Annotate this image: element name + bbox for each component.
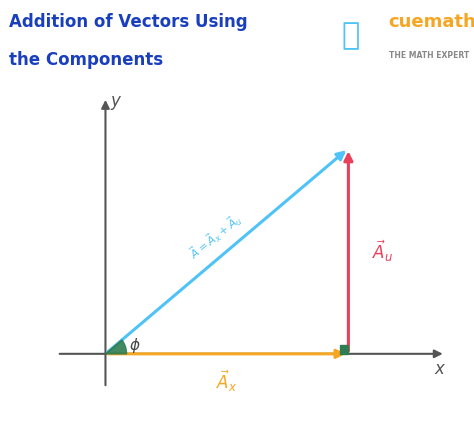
- Text: 🚀: 🚀: [341, 21, 360, 50]
- Text: $\vec{A}=\vec{A}_x+\vec{A}_u$: $\vec{A}=\vec{A}_x+\vec{A}_u$: [186, 210, 246, 263]
- Text: the Components: the Components: [9, 51, 164, 69]
- Text: ϕ: ϕ: [129, 338, 140, 353]
- Wedge shape: [105, 340, 127, 354]
- Text: cuemath: cuemath: [389, 13, 474, 31]
- Text: Addition of Vectors Using: Addition of Vectors Using: [9, 13, 248, 31]
- Text: THE MATH EXPERT: THE MATH EXPERT: [389, 51, 469, 60]
- Text: $\vec{A}_x$: $\vec{A}_x$: [216, 368, 237, 394]
- Text: $\vec{A}_u$: $\vec{A}_u$: [372, 238, 393, 264]
- Polygon shape: [340, 345, 348, 354]
- Text: x: x: [434, 360, 444, 378]
- Text: y: y: [110, 92, 120, 110]
